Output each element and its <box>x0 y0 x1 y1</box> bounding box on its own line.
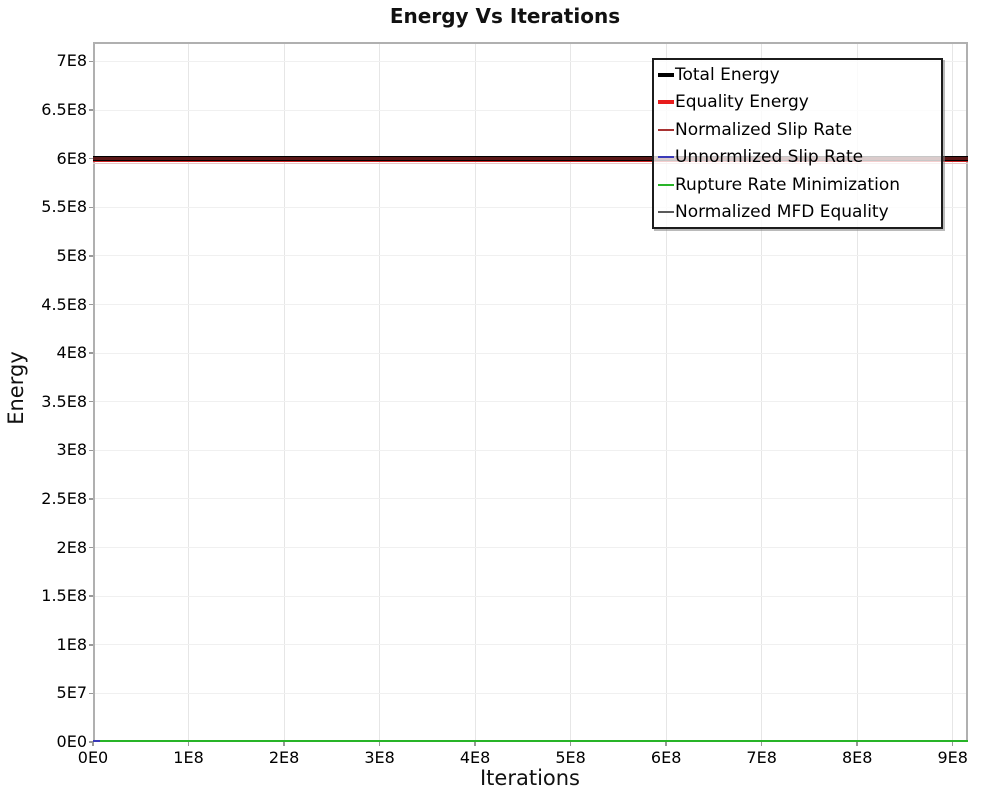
legend-label: Equality Energy <box>675 92 809 113</box>
x-tick-mark <box>856 742 858 746</box>
x-tick-label: 0E0 <box>77 748 109 767</box>
grid-line-horizontal <box>93 206 968 208</box>
y-tick-label: 3E8 <box>56 440 87 460</box>
y-tick-mark <box>89 303 93 306</box>
y-tick-label: 0E0 <box>56 732 87 751</box>
legend-label: Normalized Slip Rate <box>675 119 853 140</box>
y-tick-label: 2.5E8 <box>41 488 87 508</box>
x-tick-label: 8E8 <box>841 748 873 767</box>
plot-area <box>93 42 968 742</box>
series-line-overlap-halo <box>93 163 968 165</box>
grid-line-horizontal <box>93 60 968 62</box>
series-line-equality-energy <box>93 160 968 163</box>
x-tick-mark <box>951 742 954 746</box>
grid-line-vertical <box>761 42 763 742</box>
grid-line-vertical <box>474 42 476 742</box>
grid-line-horizontal <box>93 595 968 597</box>
grid-line-horizontal <box>93 692 968 694</box>
legend-label: Unnormlized Slip Rate <box>675 147 864 168</box>
grid-line-horizontal <box>93 547 968 549</box>
y-tick-mark <box>89 449 93 452</box>
y-tick-mark <box>89 595 93 597</box>
grid-line-horizontal <box>93 109 968 111</box>
y-tick-label: 1E8 <box>56 634 87 654</box>
legend-item: Rupture Rate Minimization <box>658 171 941 199</box>
legend: Total Energy Equality Energy Normalized Sl… <box>652 58 943 229</box>
legend-swatch-icon <box>658 156 674 159</box>
legend-label: Total Energy <box>675 64 780 85</box>
legend-label: Normalized MFD Equality <box>675 202 889 223</box>
legend-swatch-icon <box>658 100 674 105</box>
y-tick-mark <box>89 644 93 646</box>
y-tick-label: 7E8 <box>56 51 87 71</box>
grid-line-horizontal <box>93 304 968 305</box>
y-tick-label: 5E8 <box>56 245 87 265</box>
x-tick-mark <box>283 742 285 746</box>
x-tick-label: 6E8 <box>650 748 682 767</box>
grid-line-horizontal <box>93 401 968 403</box>
y-tick-mark <box>89 255 93 257</box>
legend-item: Normalized Slip Rate <box>658 116 941 144</box>
grid-line-vertical <box>570 42 572 742</box>
grid-line-vertical <box>379 42 381 742</box>
legend-swatch-icon <box>658 72 674 77</box>
legend-item: Normalized MFD Equality <box>658 199 941 227</box>
y-tick-mark <box>89 400 93 403</box>
x-tick-label: 4E8 <box>459 748 491 767</box>
x-tick-mark <box>474 742 476 746</box>
grid-line-horizontal <box>93 352 968 354</box>
y-tick-mark <box>89 546 93 549</box>
legend-swatch-icon <box>658 128 674 131</box>
y-tick-label: 6.5E8 <box>41 100 87 120</box>
x-axis-label: Iterations <box>479 766 581 790</box>
x-tick-label: 5E8 <box>555 748 586 767</box>
x-tick-mark <box>378 742 381 746</box>
y-tick-label: 5E7 <box>56 683 87 703</box>
x-tick-label: 1E8 <box>173 748 204 767</box>
x-tick-mark <box>569 742 572 746</box>
grid-line-horizontal <box>93 644 968 646</box>
x-tick-mark <box>760 742 763 746</box>
x-tick-label: 7E8 <box>746 748 777 767</box>
y-tick-label: 3.5E8 <box>41 391 87 411</box>
legend-item: Total Energy <box>658 61 941 89</box>
y-tick-mark <box>89 60 93 63</box>
x-tick-label: 9E8 <box>937 748 968 767</box>
y-tick-label: 5.5E8 <box>41 197 87 217</box>
y-tick-label: 4.5E8 <box>41 294 87 314</box>
y-tick-label: 1.5E8 <box>41 586 87 606</box>
legend-label: Rupture Rate Minimization <box>675 174 900 195</box>
x-tick-mark <box>187 742 190 746</box>
y-tick-mark <box>89 109 93 111</box>
y-tick-mark <box>89 498 93 500</box>
grid-line-vertical <box>283 42 285 742</box>
y-tick-label: 2E8 <box>56 537 87 557</box>
grid-line-vertical <box>665 42 667 742</box>
grid-line-vertical <box>856 42 858 742</box>
y-tick-mark <box>89 157 93 160</box>
y-tick-mark <box>89 352 93 354</box>
x-tick-label: 3E8 <box>364 748 395 767</box>
y-tick-mark <box>89 206 93 209</box>
x-tick-mark <box>665 742 667 746</box>
series-line-rupture-rate-minimization <box>100 740 968 742</box>
series-line-normalized-slip-rate <box>93 157 968 161</box>
y-tick-label: 4E8 <box>56 343 87 363</box>
grid-line-vertical <box>952 42 954 742</box>
grid-line-horizontal <box>93 449 968 451</box>
y-tick-label: 6E8 <box>56 148 87 168</box>
grid-line-vertical <box>188 42 190 742</box>
legend-swatch-icon <box>658 211 674 214</box>
grid-line-horizontal <box>93 255 968 257</box>
y-tick-mark <box>89 692 93 695</box>
legend-item: Equality Energy <box>658 89 941 117</box>
chart-title: Energy Vs Iterations <box>389 4 621 28</box>
grid-line-horizontal <box>93 498 968 500</box>
x-tick-mark <box>92 742 94 746</box>
legend-swatch-icon <box>658 183 674 186</box>
y-tick-mark <box>89 741 93 743</box>
legend-item: Unnormlized Slip Rate <box>658 144 941 172</box>
x-tick-label: 2E8 <box>268 748 300 767</box>
